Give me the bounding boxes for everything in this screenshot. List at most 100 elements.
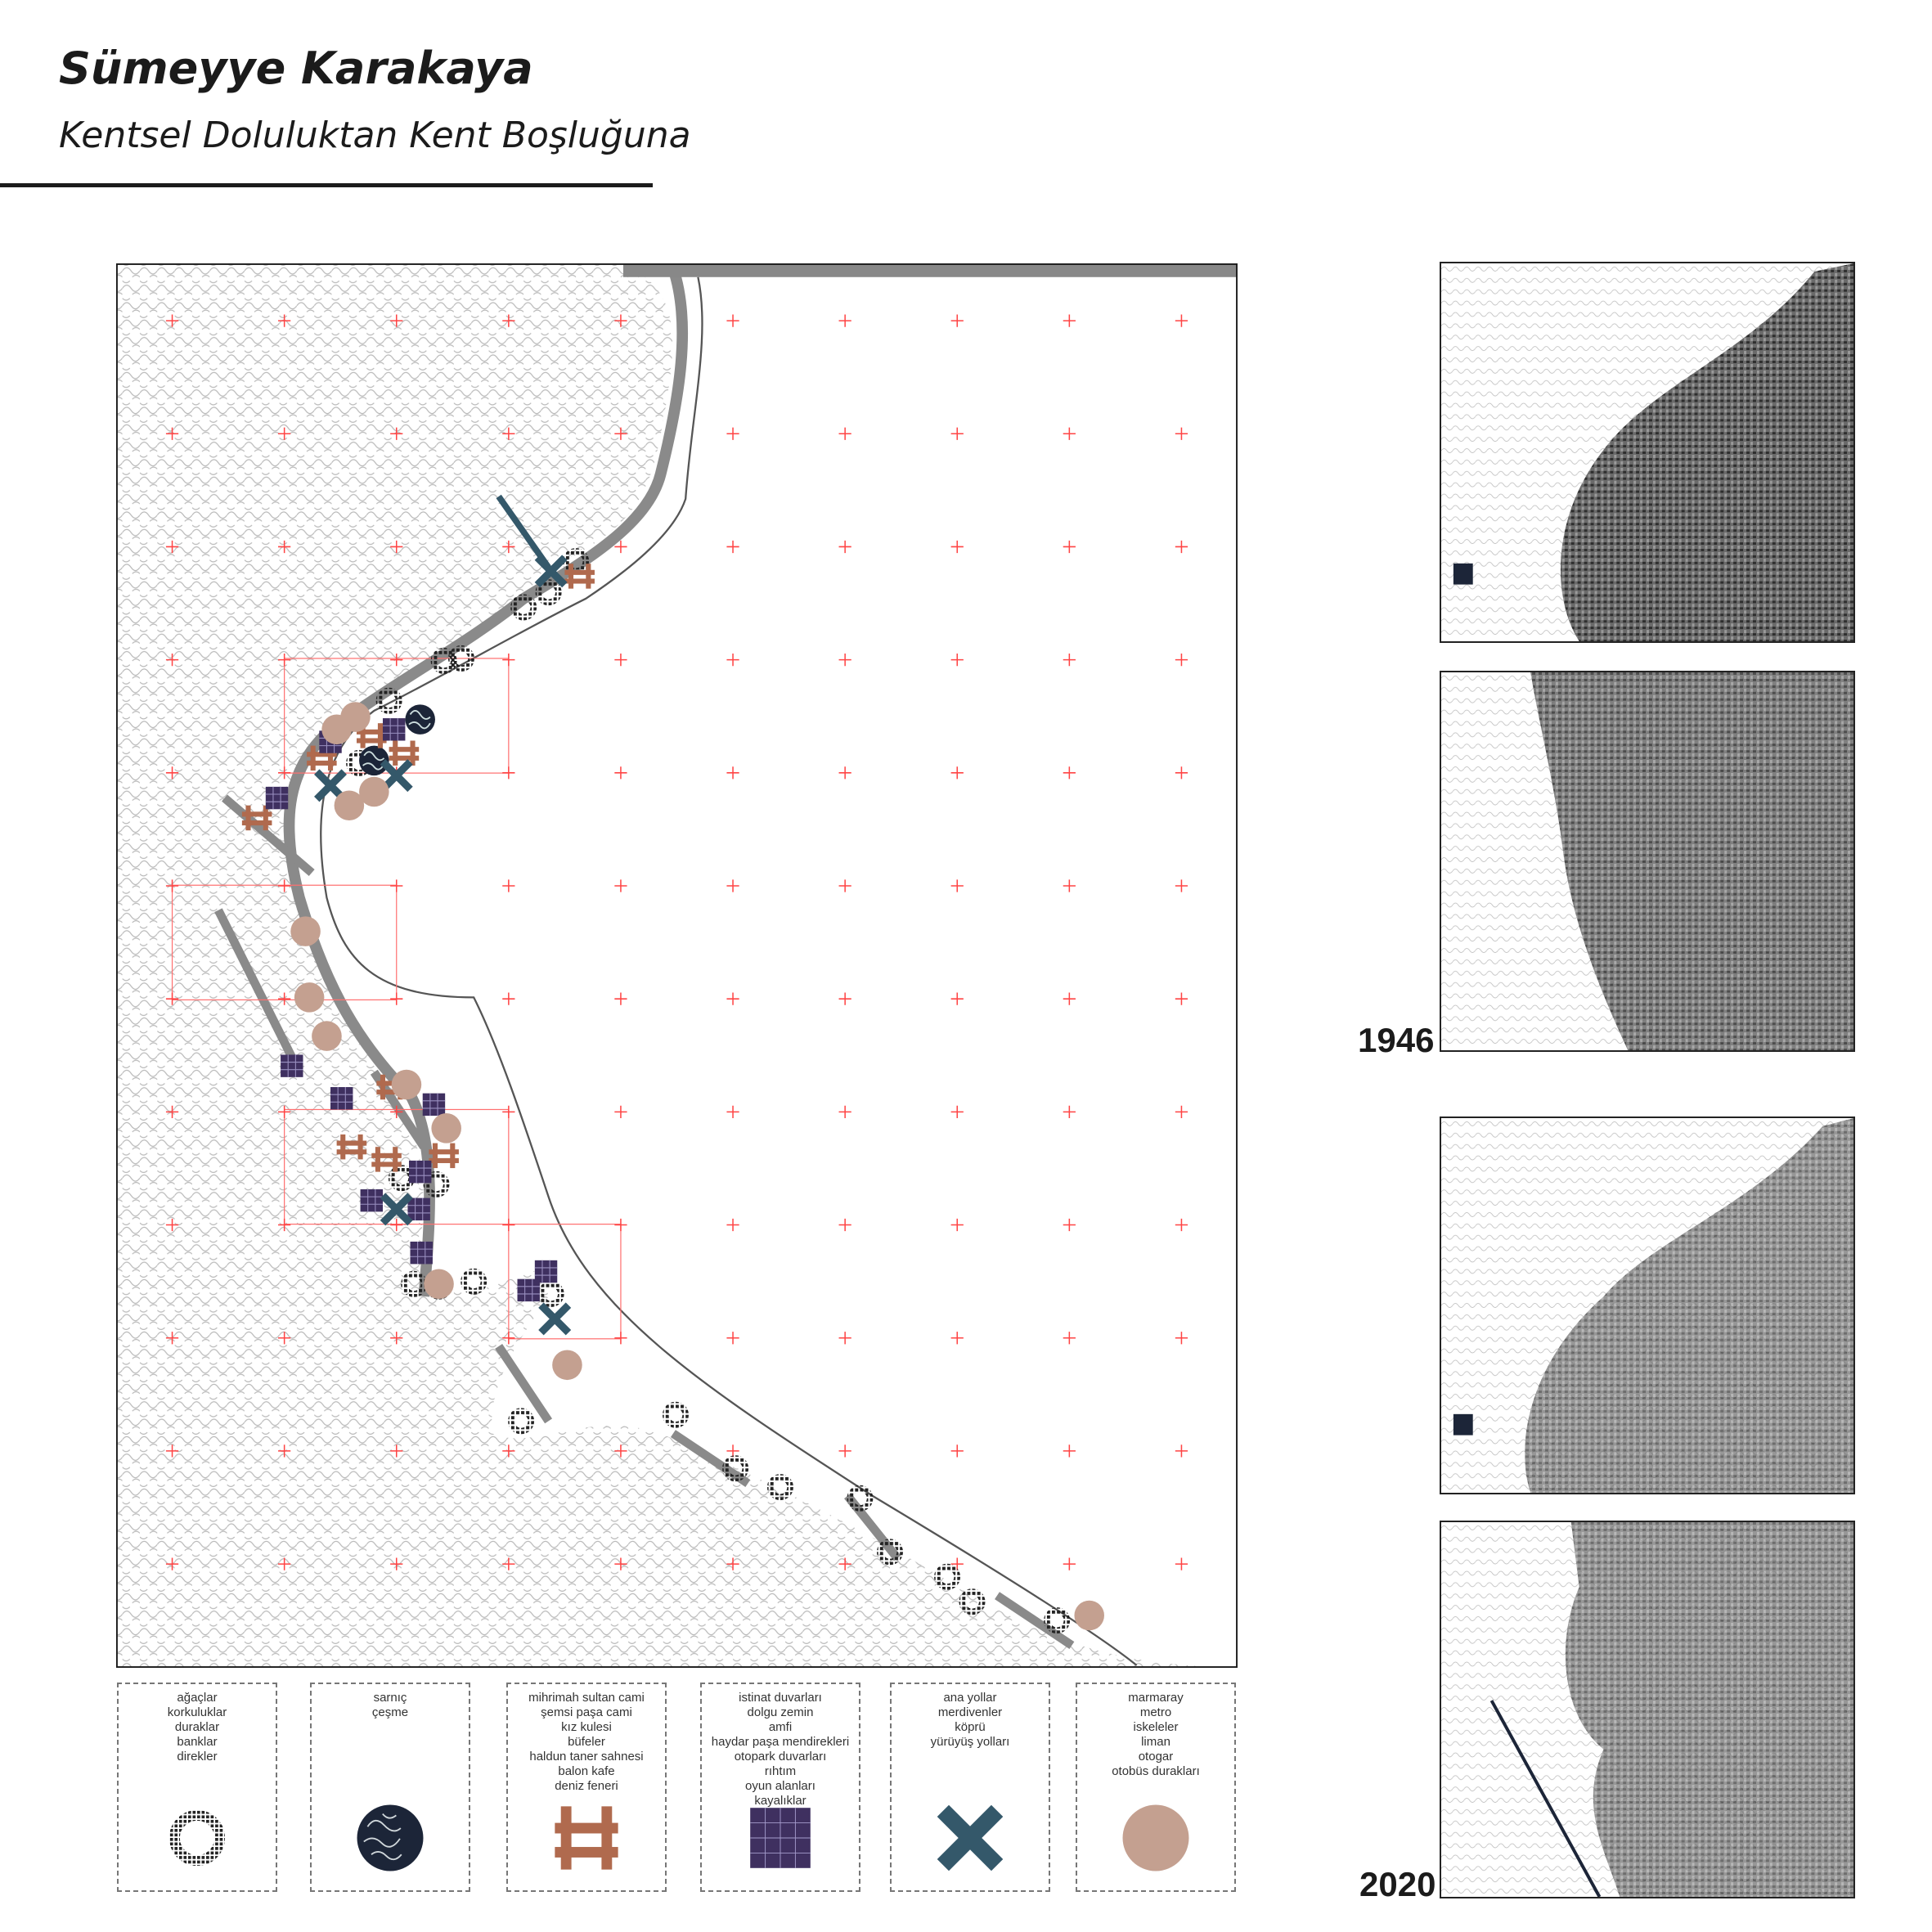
grid-plus-mark [838,879,851,892]
grid-plus-mark [726,879,739,892]
grid-plus-mark [278,540,291,554]
grid-plus-mark [1063,540,1076,554]
legend-item: kız kulesi [561,1720,612,1734]
transport-circle-icon [431,1113,461,1143]
legend-item: istinat duvarları [739,1691,822,1705]
grid-plus-mark [726,540,739,554]
grid-plus-mark [950,1445,964,1458]
grid-plus-mark [502,1218,515,1232]
grid-plus-mark [950,1332,964,1345]
grid-plus-mark [390,1557,403,1570]
x-cross-icon [937,1804,1004,1871]
legend-item: otogar [1138,1750,1174,1764]
grid-plus-mark [726,1105,739,1118]
grid-plus-mark [502,1105,515,1118]
grid-plus-mark [726,1557,739,1570]
legend-item: rıhtım [764,1764,797,1778]
legend-item: merdivenler [937,1705,1003,1719]
grid-plus-mark [390,1218,403,1232]
grid-plus-mark [726,1218,739,1232]
grid-plus-mark [278,314,291,327]
grid-plus-mark [1063,1218,1076,1232]
grid-plus-mark [950,654,964,667]
transport-circle-icon [321,714,352,745]
wall-grid-icon [422,1093,446,1117]
grid-plus-mark [838,314,851,327]
grid-plus-mark [950,1557,964,1570]
legend-item: direkler [177,1750,218,1764]
wall-grid-icon [265,786,289,810]
grid-plus-mark [390,1105,403,1118]
grid-plus-mark [165,1557,179,1570]
grid-plus-mark [1063,314,1076,327]
grid-plus-mark [726,427,739,440]
grid-plus-mark [1175,427,1188,440]
grid-plus-mark [838,540,851,554]
grid-plus-mark [502,879,515,892]
grid-crosses [165,314,1188,1570]
grid-plus-mark [614,879,627,892]
grid-plus-mark [390,654,403,667]
grid-plus-mark [614,992,627,1005]
wall-grid-icon [408,1160,432,1184]
grid-plus-mark [390,879,403,892]
grid-plus-mark [726,1445,739,1458]
wall-grid-icon [516,1278,541,1302]
grid-plus-mark [165,992,179,1005]
grid-plus-mark [950,1105,964,1118]
grid-plus-mark [726,992,739,1005]
transport-circle-icon [1074,1600,1105,1631]
filled-circle-icon [1122,1804,1189,1871]
legend-item: otopark duvarları [734,1750,827,1764]
legend-cistern: sarnıç çeşme [310,1683,470,1892]
grid-plus-mark [502,314,515,327]
wall-grid-icon [330,1086,353,1110]
grid-plus-mark [614,314,627,327]
wall-grid-icon [360,1188,384,1212]
grid-plus-mark [278,1332,291,1345]
grid-plus-mark [1063,1105,1076,1118]
grid-plus-mark [502,427,515,440]
grid-plus-mark [614,1332,627,1345]
wall-grid-icon [280,1054,304,1078]
grid-plus-mark [838,1218,851,1232]
grid-plus-mark [950,540,964,554]
satellite-photo-2020-a [1440,1117,1855,1494]
grid-plus-mark [165,1218,179,1232]
grid-plus-mark [614,1445,627,1458]
grid-plus-mark [502,992,515,1005]
grid-plus-mark [390,1445,403,1458]
legend-item: sarnıç [373,1691,407,1705]
grid-plus-mark [614,654,627,667]
grid-plus-mark [726,654,739,667]
grid-square-icon [750,1808,811,1868]
grid-plus-mark [1063,766,1076,780]
grid-plus-mark [614,540,627,554]
grid-plus-mark [1175,766,1188,780]
grid-plus-mark [838,1445,851,1458]
legend-item: köprü [955,1720,986,1734]
legend-roads: ana yollar merdivenler köprü yürüyüş yollar… [890,1683,1050,1892]
grid-plus-mark [502,540,515,554]
grid-plus-mark [1175,654,1188,667]
legend-item: liman [1141,1735,1170,1749]
grid-plus-mark [1175,879,1188,892]
top-band [622,264,1237,277]
grid-plus-mark [502,766,515,780]
transport-circle-icon [391,1069,422,1100]
wall-grid-icon [409,1241,434,1265]
grid-plus-mark [278,1218,291,1232]
grid-plus-mark [1175,1557,1188,1570]
legend-item: mihrimah sultan cami [528,1691,645,1705]
grid-plus-mark [1175,1332,1188,1345]
grid-plus-mark [950,427,964,440]
grid-plus-mark [278,879,291,892]
grid-plus-mark [278,427,291,440]
legend-item: korkuluklar [167,1705,227,1719]
legend-item: dolgu zemin [747,1705,814,1719]
legend-item: deniz feneri [555,1779,618,1793]
grid-plus-mark [278,1445,291,1458]
legend-transport: marmaray metro iskeleler liman otogar otobüs … [1076,1683,1236,1892]
grid-plus-mark [1175,314,1188,327]
grid-plus-mark [278,654,291,667]
